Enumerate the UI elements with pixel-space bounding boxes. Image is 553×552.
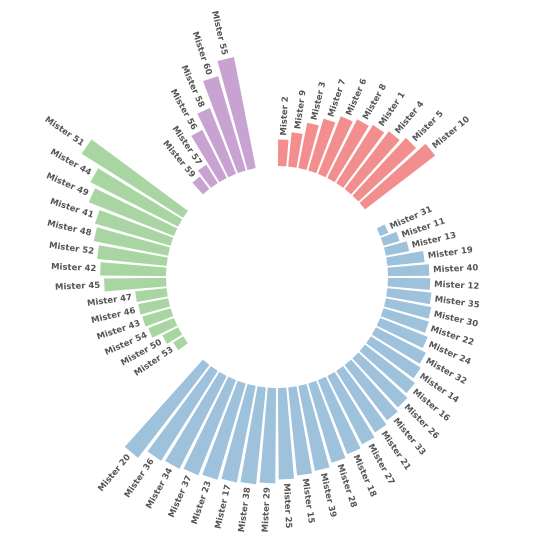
- bar: [88, 188, 178, 237]
- bar: [135, 288, 168, 303]
- bar: [317, 376, 361, 455]
- bar: [94, 209, 174, 246]
- bar: [308, 380, 346, 463]
- bar: [148, 317, 178, 338]
- bar: [142, 308, 174, 327]
- bar: [376, 224, 389, 237]
- bar-label: Mister 35: [434, 295, 480, 311]
- bar: [162, 327, 183, 344]
- bar: [277, 387, 294, 480]
- bar: [240, 386, 266, 485]
- bar: [387, 277, 431, 290]
- bar: [90, 168, 183, 227]
- bar: [387, 264, 430, 277]
- bar-label: Mister 52: [48, 241, 94, 257]
- bar: [344, 131, 400, 195]
- bar-label: Mister 19: [427, 245, 473, 261]
- bar-label: Mister 17: [213, 484, 233, 530]
- bar: [317, 116, 353, 178]
- bar: [288, 132, 303, 168]
- bar: [173, 336, 188, 351]
- bar: [380, 231, 400, 246]
- bar: [336, 124, 385, 188]
- bar-label: Mister 15: [300, 478, 316, 524]
- bar: [192, 176, 210, 195]
- bar: [352, 352, 408, 408]
- bar-label: Mister 23: [190, 480, 214, 526]
- bar: [81, 139, 188, 218]
- bar-label: Mister 41: [49, 197, 95, 221]
- bar-label: Mister 48: [46, 219, 92, 239]
- bar: [165, 371, 227, 469]
- bar: [138, 298, 170, 315]
- bar: [197, 108, 237, 178]
- bar: [386, 250, 425, 266]
- bar-label: Mister 38: [237, 487, 253, 533]
- bar: [384, 241, 410, 256]
- bar-label: Mister 2: [279, 96, 291, 136]
- bar: [344, 359, 398, 421]
- bar: [147, 366, 218, 461]
- bar-label: Mister 28: [335, 463, 359, 509]
- bar: [359, 344, 415, 394]
- bar-label: Mister 42: [51, 262, 97, 274]
- bar: [366, 336, 421, 379]
- bar: [93, 227, 170, 256]
- bar: [308, 118, 336, 174]
- bar: [191, 129, 227, 183]
- bar: [259, 387, 277, 484]
- bar-label: Mister 39: [318, 472, 338, 518]
- bar: [288, 386, 313, 476]
- bar-label: Mister 45: [55, 281, 101, 293]
- bar: [371, 327, 426, 364]
- bar: [386, 288, 432, 305]
- bar-label: Mister 12: [434, 280, 480, 292]
- bar: [104, 277, 167, 292]
- bar-label: Mister 9: [293, 89, 308, 129]
- bar-label: Mister 40: [433, 263, 479, 275]
- bar: [97, 245, 168, 266]
- bar: [124, 359, 210, 458]
- bar: [202, 380, 246, 480]
- bar-label: Mister 37: [167, 474, 194, 520]
- bar: [327, 119, 369, 183]
- bar: [380, 308, 429, 333]
- bar: [376, 317, 428, 349]
- bar: [100, 262, 167, 277]
- bar: [298, 122, 319, 170]
- bar-label: Mister 47: [86, 293, 132, 309]
- bar-label: Mister 29: [261, 487, 273, 533]
- bar: [384, 298, 432, 319]
- bar: [183, 376, 237, 476]
- bar: [217, 57, 256, 170]
- bar: [336, 366, 387, 433]
- bar: [197, 164, 218, 188]
- bar-label: Mister 60: [190, 30, 214, 76]
- bar: [298, 384, 330, 471]
- bar: [327, 371, 375, 445]
- bar-label: Mister 55: [209, 10, 229, 56]
- bar: [352, 137, 417, 202]
- bar-label: Mister 51: [43, 115, 86, 149]
- bar-label: Mister 25: [281, 483, 293, 529]
- bar: [203, 76, 246, 174]
- bar: [277, 139, 289, 167]
- bar: [221, 384, 256, 483]
- bar: [359, 143, 436, 210]
